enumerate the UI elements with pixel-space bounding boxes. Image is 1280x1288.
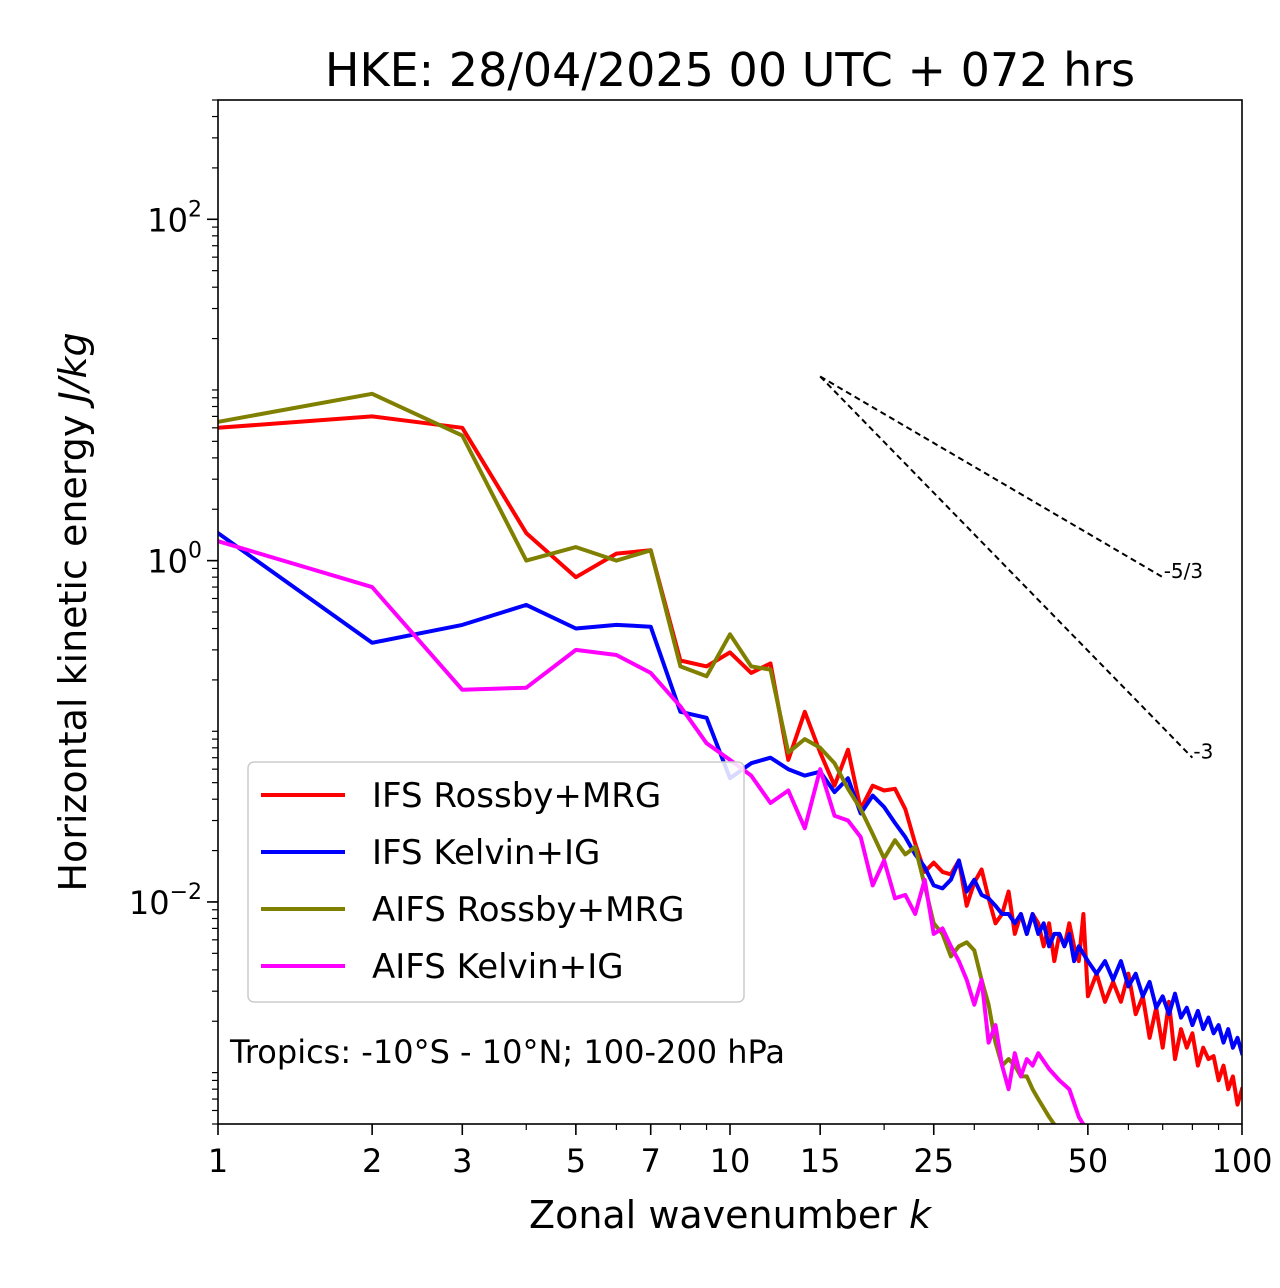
legend-label: IFS Rossby+MRG <box>372 776 661 816</box>
legend-label: AIFS Rossby+MRG <box>372 890 684 930</box>
legend-label: IFS Kelvin+IG <box>372 833 600 873</box>
x-tick-label: 3 <box>452 1142 472 1180</box>
x-tick-label: 15 <box>800 1142 841 1180</box>
x-tick-label: 100 <box>1211 1142 1272 1180</box>
legend: IFS Rossby+MRG IFS Kelvin+IG AIFS Rossby+M… <box>247 761 745 1003</box>
series-line <box>218 391 1057 1124</box>
x-tick-label: 7 <box>641 1142 661 1180</box>
x-tick-label: 5 <box>566 1142 586 1180</box>
series-layer <box>218 391 1242 1124</box>
y-axis: 102 100 10−2 <box>129 99 218 1125</box>
y-axis-label-text: Horizontal kinetic energy <box>51 403 95 892</box>
x-axis-label-var: k <box>909 1193 933 1237</box>
y-tick-label: 10−2 <box>129 880 202 922</box>
series-line <box>218 539 1086 1124</box>
x-tick-label: 2 <box>362 1142 382 1180</box>
legend-frame <box>247 761 745 1003</box>
x-tick-label: 25 <box>913 1142 954 1180</box>
x-axis-label-text: Zonal wavenumber <box>529 1193 909 1237</box>
chart-title: HKE: 28/04/2025 00 UTC + 072 hrs <box>325 43 1135 97</box>
slope-labels: -5/3 -3 <box>1164 559 1214 764</box>
y-axis-label-unit: J/kg <box>51 332 95 409</box>
x-tick-label: 10 <box>710 1142 751 1180</box>
slope-reference-line <box>819 375 1164 579</box>
y-tick-label: 100 <box>147 539 202 581</box>
x-axis-label: Zonal wavenumber k <box>529 1193 933 1237</box>
slope-reference-lines <box>819 375 1194 759</box>
x-tick-label: 50 <box>1068 1142 1109 1180</box>
slope-reference-line <box>819 375 1194 759</box>
x-axis: 1 2 3 5 7 10 15 25 50 100 <box>208 1124 1273 1180</box>
y-tick-label: 102 <box>147 197 202 239</box>
series-line <box>218 530 1242 1056</box>
x-tick-label: 1 <box>208 1142 228 1180</box>
region-annotation: Tropics: -10°S - 10°N; 100-200 hPa <box>229 1033 785 1071</box>
slope-label: -5/3 <box>1164 559 1203 583</box>
y-axis-label: Horizontal kinetic energy J/kg <box>51 332 95 891</box>
legend-label: AIFS Kelvin+IG <box>372 947 624 987</box>
slope-label: -3 <box>1193 740 1213 764</box>
